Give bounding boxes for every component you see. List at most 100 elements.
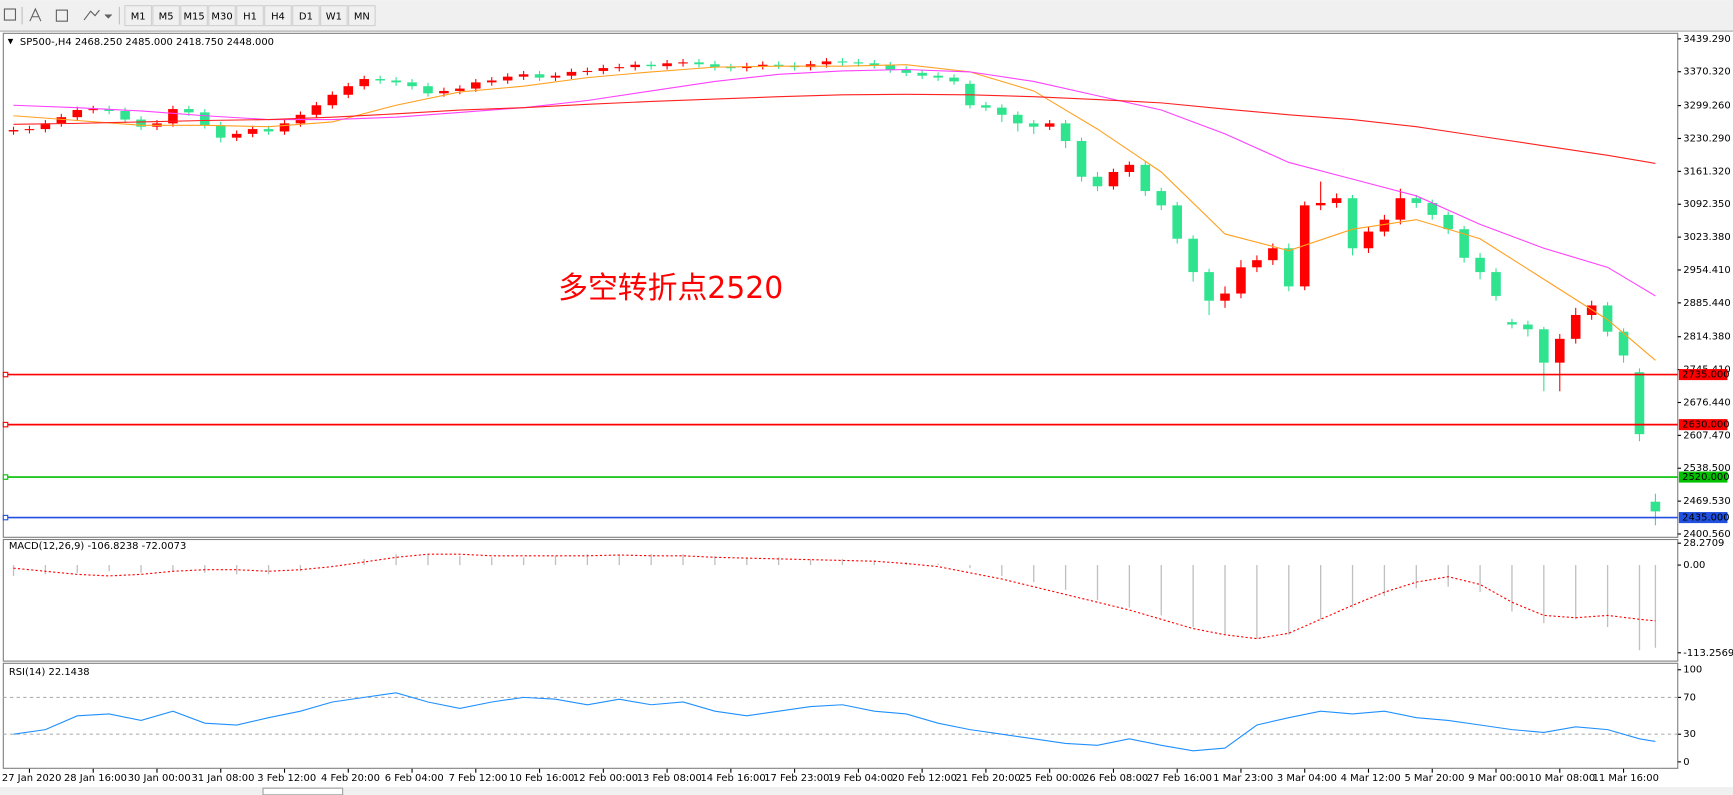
timeframe-label[interactable]: M15 <box>183 12 204 23</box>
candle-body <box>1204 272 1214 301</box>
timeframe-label[interactable]: H4 <box>271 12 285 23</box>
macd-bar <box>1224 565 1226 635</box>
candle-body <box>821 61 832 65</box>
y-tick-label: 100 <box>1683 665 1702 676</box>
candle-body <box>1363 231 1374 249</box>
candle-body <box>1395 198 1406 220</box>
level-label: 2520.000 <box>1682 472 1729 483</box>
x-tick-label: 5 Mar 20:00 <box>1404 773 1464 784</box>
candle-body <box>184 109 194 113</box>
level-label: 2735.000 <box>1682 370 1729 381</box>
candle-body <box>1156 191 1167 206</box>
macd-bar <box>618 554 620 566</box>
x-tick-label: 4 Mar 12:00 <box>1341 773 1401 784</box>
candle-body <box>534 74 545 78</box>
timeframe-label[interactable]: M1 <box>131 12 146 23</box>
macd-bar <box>969 565 971 569</box>
candle-body <box>901 69 911 73</box>
macd-title: MACD(12,26,9) -106.8238 -72.0073 <box>9 541 186 552</box>
candle-body <box>598 68 609 71</box>
level-label-box <box>1678 419 1728 431</box>
candle-body <box>1347 198 1358 249</box>
y-tick-label: 3023.380 <box>1683 232 1730 243</box>
candle-body <box>1379 219 1390 232</box>
candle-body <box>566 71 577 76</box>
macd-bar <box>1575 565 1577 620</box>
candle-body <box>56 117 67 124</box>
macd-bar <box>1064 565 1067 590</box>
candle-body <box>853 62 864 64</box>
y-tick-label: 3230.290 <box>1683 133 1730 144</box>
icon-list[interactable] <box>3 8 17 21</box>
y-tick-label: 0 <box>1683 757 1689 768</box>
macd-bar <box>459 555 461 566</box>
macd-bar <box>586 554 589 566</box>
candle-body <box>120 110 130 120</box>
candle-body <box>8 130 19 132</box>
macd-bar <box>331 565 333 566</box>
timeframe-button[interactable] <box>236 5 264 27</box>
x-tick-label: 25 Feb 00:00 <box>1019 773 1084 784</box>
timeframe-label[interactable]: D1 <box>299 12 313 23</box>
timeframe-button[interactable] <box>180 5 208 27</box>
timeframe-button[interactable] <box>348 5 376 27</box>
y-tick-label: 3299.260 <box>1683 101 1730 112</box>
candle-body <box>949 77 959 82</box>
x-tick-label: 28 Jan 16:00 <box>64 773 127 784</box>
x-tick-label: 17 Feb 23:00 <box>764 773 829 784</box>
candle-body <box>1459 229 1469 258</box>
timeframe-label[interactable]: W1 <box>326 12 342 23</box>
timeframe-label[interactable]: M5 <box>159 12 174 23</box>
candle-body <box>1602 305 1613 332</box>
icon-dropdown[interactable] <box>104 14 113 19</box>
y-tick-label: -113.2569 <box>1683 648 1733 659</box>
title-marker <box>7 38 14 45</box>
x-tick-label: 9 Mar 00:00 <box>1468 773 1528 784</box>
candle-body <box>646 64 656 67</box>
timeframe-button[interactable] <box>292 5 320 27</box>
timeframe-button[interactable] <box>264 5 292 27</box>
y-tick-label: 70 <box>1683 692 1696 703</box>
timeframe-button[interactable] <box>124 5 152 27</box>
timeframe-label[interactable]: H1 <box>243 12 257 23</box>
candle-body <box>518 74 529 77</box>
x-tick-label: 30 Jan 00:00 <box>128 773 191 784</box>
rsi-title: RSI(14) 22.1438 <box>9 667 90 678</box>
candle-body <box>1634 372 1645 435</box>
candle-body <box>1539 329 1549 363</box>
candle-body <box>263 129 274 132</box>
candle-body <box>104 109 114 111</box>
candle-body <box>1475 257 1485 273</box>
candle-body <box>1044 123 1055 127</box>
timeframe-label[interactable]: MN <box>354 12 370 23</box>
moving-average <box>13 93 1656 164</box>
candle-body <box>1299 205 1310 287</box>
timeframe-button[interactable] <box>152 5 180 27</box>
timeframe-button[interactable] <box>208 5 236 27</box>
candle-body <box>1188 238 1198 273</box>
rsi-line <box>13 692 1656 752</box>
timeframe-label[interactable]: M30 <box>211 12 232 23</box>
macd-bar <box>1192 565 1194 628</box>
icon-text[interactable] <box>29 7 42 22</box>
candle-body <box>694 62 704 65</box>
macd-bar <box>1543 565 1545 624</box>
macd-bar <box>1511 565 1513 612</box>
y-tick-label: 2885.440 <box>1683 298 1730 309</box>
candle-body <box>1140 164 1151 192</box>
candle-body <box>247 129 258 134</box>
x-tick-label: 21 Feb 20:00 <box>956 773 1021 784</box>
candle-body <box>40 123 51 130</box>
macd-bar <box>1606 565 1609 628</box>
candle-body <box>710 64 720 68</box>
icon-label[interactable] <box>55 9 68 22</box>
candle-body <box>933 75 943 78</box>
tab[interactable] <box>262 787 344 795</box>
x-tick-label: 19 Feb 04:00 <box>828 773 893 784</box>
timeframe-button[interactable] <box>320 5 348 27</box>
y-tick-label: 2814.380 <box>1683 332 1730 343</box>
icon-arrows[interactable] <box>83 9 100 21</box>
candle-body <box>343 86 354 95</box>
level-label-box <box>1678 471 1728 483</box>
